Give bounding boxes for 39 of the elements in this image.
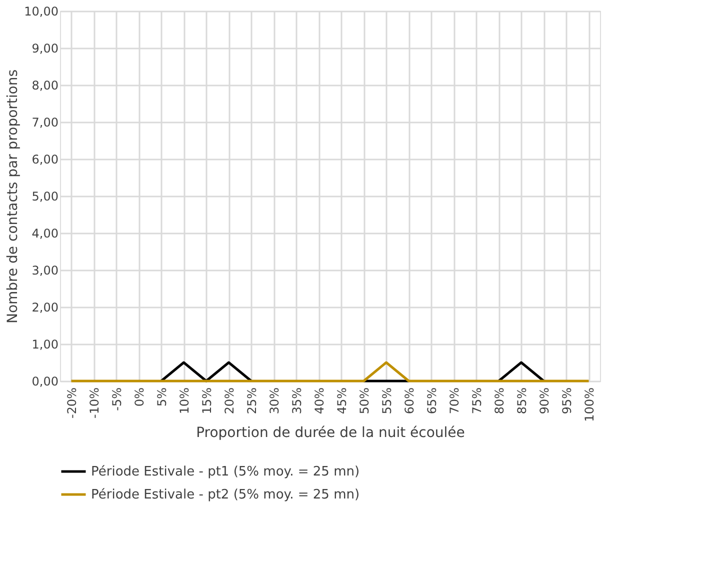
x-tick-label: 5% <box>154 388 169 407</box>
y-tick-label: 10,00 <box>24 4 58 18</box>
x-tick-label: 50% <box>357 388 372 414</box>
legend-label: Période Estivale - pt2 (5% moy. = 25 mn) <box>91 488 360 502</box>
x-tick-label: 60% <box>402 388 416 414</box>
y-tick-label: 8,00 <box>32 78 58 92</box>
x-tick-label: 90% <box>537 388 552 414</box>
y-tick-label: 3,00 <box>32 264 58 278</box>
x-tick-label: 40% <box>312 388 326 414</box>
y-tick-label: 9,00 <box>32 42 58 56</box>
x-tick-label: 45% <box>334 388 349 414</box>
y-tick-label: 4,00 <box>32 226 58 240</box>
x-tick-label: 30% <box>267 388 282 414</box>
x-tick-label: 75% <box>470 388 484 414</box>
x-tick-label: 20% <box>222 388 236 414</box>
legend-label: Période Estivale - pt1 (5% moy. = 25 mn) <box>91 464 360 480</box>
x-tick-label: 85% <box>514 388 529 414</box>
y-tick-label: 6,00 <box>32 152 58 166</box>
y-tick-label: 2,00 <box>32 300 58 314</box>
x-tick-label: 100% <box>582 388 596 422</box>
x-tick-label: 55% <box>380 388 394 414</box>
x-tick-label: 95% <box>560 388 574 414</box>
x-tick-label: 15% <box>200 388 214 414</box>
x-tick-label: 70% <box>447 388 462 414</box>
x-tick-label: 10% <box>177 388 192 414</box>
x-tick-label: 80% <box>492 388 506 414</box>
x-tick-label: 0% <box>132 388 146 407</box>
x-tick-label: -5% <box>110 388 124 411</box>
x-axis-title: Proportion de durée de la nuit écoulée <box>196 424 465 441</box>
x-tick-label: 35% <box>290 388 304 414</box>
x-tick-label: -10% <box>87 388 102 419</box>
x-tick-label: 25% <box>244 388 259 414</box>
x-tick-label: 65% <box>424 388 439 414</box>
y-tick-label: 0,00 <box>32 374 58 388</box>
y-tick-label: 5,00 <box>32 190 58 204</box>
y-axis-title: Nombre de contacts par proportions <box>5 69 22 324</box>
y-tick-label: 7,00 <box>32 116 58 130</box>
x-tick-label: -20% <box>64 388 79 419</box>
y-tick-label: 1,00 <box>32 338 58 352</box>
